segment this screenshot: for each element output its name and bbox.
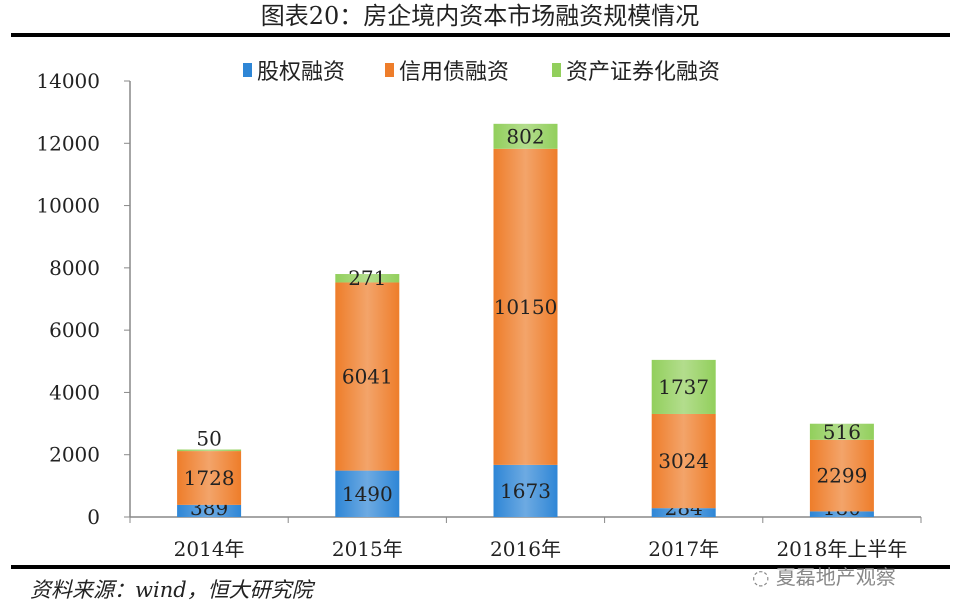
bar-股权融资 — [809, 511, 874, 517]
y-tick-label: 8000 — [49, 256, 100, 280]
bar-资产证券化融资 — [651, 359, 716, 414]
bar-资产证券化融资 — [809, 423, 874, 440]
legend-label: 信用债融资 — [399, 60, 509, 85]
data-label: 1737 — [658, 375, 709, 399]
bar-信用债融资 — [177, 451, 242, 505]
y-tick-label: 12000 — [36, 131, 100, 155]
bar-股权融资 — [335, 470, 400, 517]
x-tick-label: 2017年 — [648, 537, 719, 560]
wechat-icon: ◌ — [752, 565, 776, 589]
data-label: 1490 — [342, 482, 393, 506]
chart-svg: 020004000600080001000012000140002014年389… — [36, 60, 922, 560]
bar-信用债融资 — [809, 439, 874, 512]
top-rule — [11, 33, 950, 37]
bar-信用债融资 — [335, 282, 400, 471]
bar-信用债融资 — [651, 413, 716, 509]
data-label: 50 — [196, 427, 221, 451]
data-label: 271 — [348, 266, 386, 290]
data-label: 802 — [506, 124, 544, 148]
watermark: ◌ 夏磊地产观察 — [752, 561, 896, 590]
bottom-rule — [11, 565, 950, 569]
watermark-text: 夏磊地产观察 — [775, 565, 896, 589]
y-tick-label: 14000 — [36, 69, 100, 93]
bar-资产证券化融资 — [177, 449, 242, 452]
legend-label: 股权融资 — [257, 60, 345, 85]
x-tick-label: 2015年 — [332, 537, 403, 560]
data-label: 10150 — [494, 295, 558, 319]
legend-swatch — [243, 63, 252, 77]
bar-信用债融资 — [493, 148, 558, 465]
data-label: 6041 — [342, 365, 393, 389]
x-tick-label: 2016年 — [490, 537, 561, 560]
bar-股权融资 — [651, 508, 716, 517]
data-label: 1673 — [500, 479, 551, 503]
bar-股权融资 — [493, 464, 558, 517]
bar-资产证券化融资 — [335, 274, 400, 283]
bar-股权融资 — [177, 504, 242, 517]
data-label: 2299 — [816, 464, 867, 488]
legend-swatch — [385, 63, 394, 77]
y-tick-label: 6000 — [49, 318, 100, 342]
data-label: 3024 — [658, 449, 709, 473]
y-tick-label: 0 — [87, 505, 100, 529]
y-tick-label: 4000 — [49, 380, 100, 404]
x-tick-label: 2018年上半年 — [776, 537, 907, 560]
bar-资产证券化融资 — [493, 123, 558, 149]
chart-title: 图表20：房企境内资本市场融资规模情况 — [260, 2, 700, 30]
source-note: 资料来源：wind，恒大研究院 — [30, 578, 313, 602]
legend-label: 资产证券化融资 — [566, 60, 720, 85]
data-label: 1728 — [184, 466, 235, 490]
y-tick-label: 2000 — [49, 443, 100, 467]
y-tick-label: 10000 — [36, 194, 100, 218]
data-label: 516 — [823, 420, 861, 444]
x-tick-label: 2014年 — [174, 537, 245, 560]
legend-swatch — [552, 63, 561, 77]
